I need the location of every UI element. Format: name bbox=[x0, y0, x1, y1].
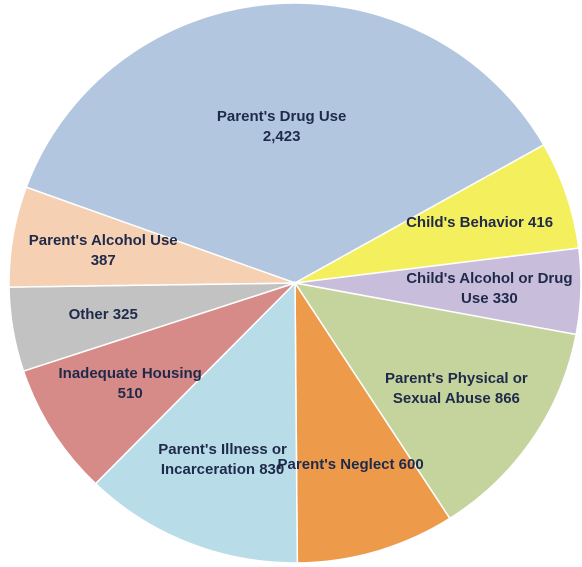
data-label: Parent's Physical or Sexual Abuse 866 bbox=[371, 369, 541, 409]
pie-slice bbox=[8, 186, 296, 288]
data-label: Parent's Alcohol Use 387 bbox=[18, 231, 188, 271]
pie-slice bbox=[94, 281, 299, 564]
category-label: Parent's Physical or Sexual Abuse bbox=[384, 370, 528, 408]
pie-slice bbox=[22, 282, 296, 485]
data-label: Parent's Illness or Incarceration 830 bbox=[138, 440, 308, 480]
value-label: 866 bbox=[494, 390, 520, 408]
value-label: 600 bbox=[398, 456, 424, 474]
category-label: Parent's Illness or Incarceration bbox=[158, 440, 287, 478]
category-label: Parent's Drug Use bbox=[216, 107, 347, 125]
data-label: Child's Behavior 416 bbox=[395, 213, 565, 233]
category-label: Parent's Neglect bbox=[277, 456, 395, 474]
data-label: Inadequate Housing 510 bbox=[45, 364, 215, 404]
category-label: Child's Behavior bbox=[406, 214, 524, 232]
value-label: 416 bbox=[528, 214, 554, 232]
category-label: Other bbox=[68, 305, 109, 323]
value-label: 830 bbox=[259, 460, 285, 478]
category-label: Parent's Alcohol Use bbox=[28, 232, 178, 250]
data-label: Child's Alcohol or Drug Use 330 bbox=[404, 269, 574, 309]
category-label: Inadequate Housing bbox=[58, 365, 202, 383]
pie-slice bbox=[25, 2, 545, 284]
data-label: Parent's Drug Use 2,423 bbox=[197, 107, 367, 147]
value-label: 387 bbox=[90, 252, 116, 270]
value-label: 2,423 bbox=[262, 127, 301, 145]
data-label: Parent's Neglect 600 bbox=[266, 455, 436, 475]
data-label: Other 325 bbox=[18, 305, 188, 325]
value-label: 510 bbox=[117, 385, 143, 403]
value-label: 330 bbox=[492, 289, 518, 307]
pie-slice bbox=[294, 280, 451, 564]
pie-slice bbox=[293, 281, 577, 520]
value-label: 325 bbox=[112, 305, 138, 323]
category-label: Child's Alcohol or Drug Use bbox=[406, 269, 573, 307]
